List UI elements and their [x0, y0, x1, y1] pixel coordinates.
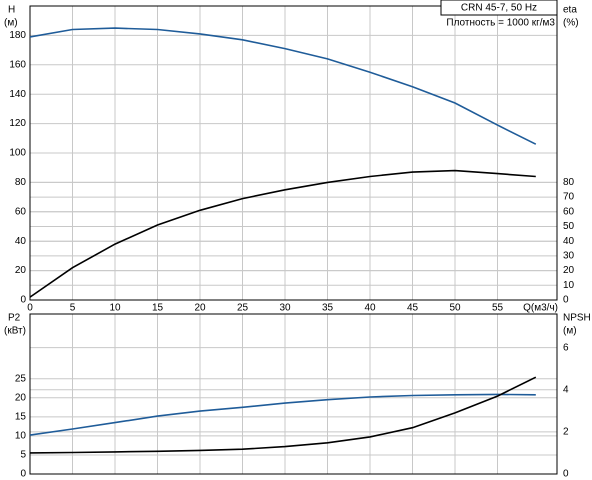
y-tick-label: 0 — [20, 469, 26, 480]
y-tick-label: 10 — [15, 431, 27, 442]
y-tick-label: 5 — [20, 450, 26, 461]
y-tick-label: 120 — [9, 118, 26, 129]
x-tick-label: 10 — [109, 303, 121, 314]
x-tick-label: 40 — [364, 303, 376, 314]
y-tick-label: 0 — [20, 295, 26, 306]
y-axis-unit: (кВт) — [4, 326, 26, 337]
curve — [29, 169, 536, 298]
note: CRN 45-7, 50 Hz — [461, 3, 537, 14]
y-tick-label: 100 — [9, 148, 26, 159]
y-tick-label: 80 — [15, 177, 27, 188]
y-tick-label: 40 — [15, 236, 27, 247]
y-axis-unit: (м) — [4, 18, 18, 29]
x-axis-title: Q(м3/ч) — [523, 303, 558, 314]
y2-axis-unit: (%) — [563, 18, 579, 29]
note: Плотность = 1000 кг/м3 — [446, 18, 555, 29]
x-tick-label: 15 — [152, 303, 164, 314]
y2-tick-label: 20 — [563, 265, 575, 276]
plot-frame — [29, 313, 558, 475]
y2-tick-label: 80 — [563, 177, 575, 188]
y2-tick-label: 70 — [563, 192, 575, 203]
y-tick-label: 60 — [15, 206, 27, 217]
y2-tick-label: 40 — [563, 236, 575, 247]
y2-tick-label: 4 — [563, 384, 569, 395]
y-tick-label: 160 — [9, 59, 26, 70]
y-tick-label: 140 — [9, 89, 26, 100]
y2-tick-label: 6 — [563, 342, 569, 353]
x-tick-label: 0 — [27, 303, 33, 314]
y-tick-label: 15 — [15, 411, 27, 422]
x-tick-label: 5 — [70, 303, 76, 314]
curve — [29, 27, 537, 145]
y2-tick-label: 30 — [563, 251, 575, 262]
y2-axis-title: eta — [563, 5, 577, 16]
y2-tick-label: 0 — [563, 295, 569, 306]
plot-frame — [29, 5, 558, 301]
y2-tick-label: 2 — [563, 427, 569, 438]
y2-tick-label: 0 — [563, 469, 569, 480]
x-tick-label: 20 — [194, 303, 206, 314]
curve — [29, 393, 536, 436]
x-tick-label: 55 — [492, 303, 504, 314]
y2-tick-label: 10 — [563, 280, 575, 291]
x-tick-label: 45 — [407, 303, 419, 314]
y2-tick-label: 60 — [563, 206, 575, 217]
y-tick-label: 20 — [15, 392, 27, 403]
y-tick-label: 20 — [15, 265, 27, 276]
y-axis-title: P2 — [8, 313, 21, 324]
y-tick-label: 180 — [9, 30, 26, 41]
y-tick-label: 25 — [15, 373, 27, 384]
x-tick-label: 25 — [237, 303, 249, 314]
x-tick-label: 35 — [322, 303, 334, 314]
y2-tick-label: 50 — [563, 221, 575, 232]
y2-axis-unit: (м) — [563, 326, 577, 337]
y-axis-title: H — [8, 5, 15, 16]
curve — [29, 376, 537, 454]
x-tick-label: 50 — [449, 303, 461, 314]
x-tick-label: 30 — [279, 303, 291, 314]
note-box — [440, 0, 558, 16]
y2-axis-title: NPSH — [563, 313, 591, 324]
